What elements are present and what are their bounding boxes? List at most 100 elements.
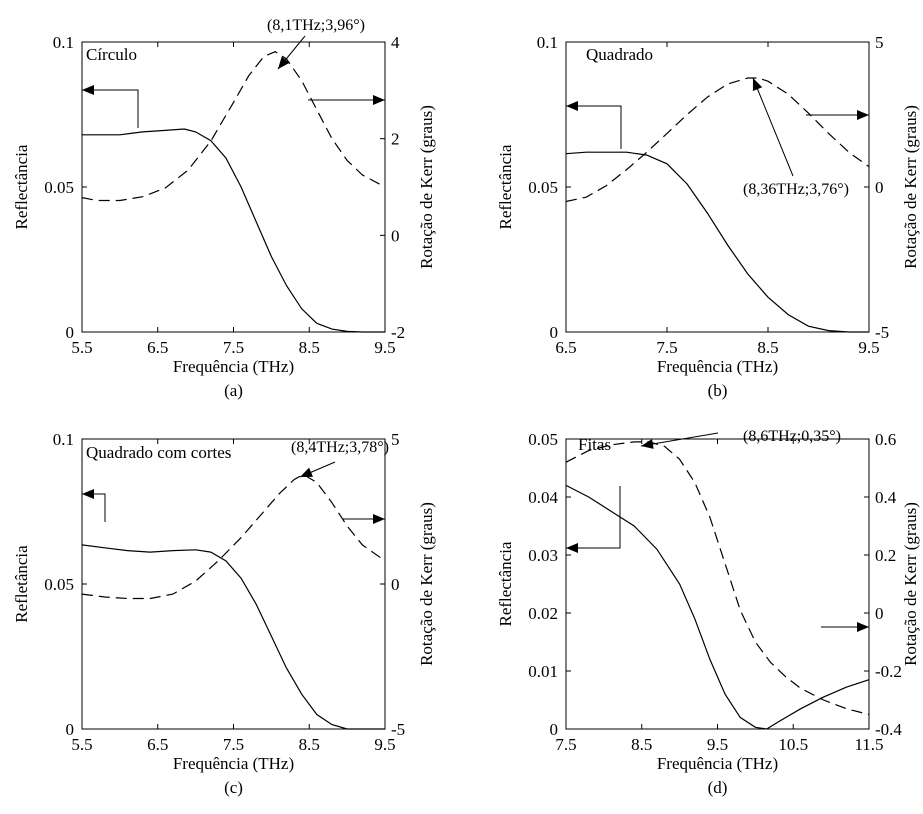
left-axis-arrowhead (566, 543, 578, 553)
plot-title: Quadrado (586, 45, 653, 64)
x-tick-label: 9.5 (858, 338, 879, 357)
y-right-tick-label: 5 (875, 33, 884, 52)
peak-annotation: (8,6THz;0,35°) (743, 428, 841, 445)
x-tick-label: 9.5 (707, 735, 728, 754)
x-tick-label: 6.5 (147, 338, 168, 357)
chart-panel-a: 5.5 6.5 7.5 8.5 9.5 0 0.05 0.1 -2 0 2 4 Frequência (… (12, 17, 436, 400)
annotation-arrowhead (300, 467, 313, 477)
y-right-tick-label: 0.6 (875, 430, 896, 449)
y-tick-label: 0.1 (53, 430, 74, 449)
x-tick-label: 10.5 (778, 735, 808, 754)
x-tick-label: 5.5 (71, 338, 92, 357)
plot-frame (81, 41, 386, 333)
y-right-tick-label: 4 (391, 33, 400, 52)
left-axis-arrowhead (82, 85, 94, 95)
plot-title: Quadrado com cortes (86, 443, 231, 462)
y-axis-label: Reflectância (12, 144, 31, 229)
reflectance-line (565, 151, 869, 333)
y-right-tick-label: 0 (391, 226, 400, 245)
plot-title: Círculo (86, 45, 137, 64)
right-axis-arrowhead (857, 622, 869, 632)
x-axis-label: Frequência (THz) (173, 754, 294, 773)
x-tick-label: 11.5 (854, 735, 883, 754)
left-axis-arrow (566, 486, 621, 549)
y-right-tick-label: -0.2 (875, 662, 902, 681)
x-axis-label: Frequência (THz) (657, 754, 778, 773)
x-tick-label: 7.5 (656, 338, 677, 357)
left-axis-arrowhead (82, 489, 94, 499)
right-axis-arrowhead (373, 514, 385, 524)
plot-frame (81, 438, 386, 730)
y-right-tick-label: 0 (875, 178, 884, 197)
y-tick-label: 0.01 (528, 662, 558, 681)
y-tick-label: 0 (66, 323, 75, 342)
y-right-tick-label: 0.2 (875, 546, 896, 565)
y-tick-label: 0.02 (528, 604, 558, 623)
annotation-arrowhead (752, 78, 763, 91)
annotation-arrowhead (641, 439, 654, 449)
y-right-axis-label: Rotação de Kerr (graus) (417, 105, 436, 269)
y-axis-label: Refletância (12, 545, 31, 623)
reflectance-line (81, 544, 385, 730)
left-axis-arrow (82, 89, 139, 128)
x-tick-label: 8.5 (631, 735, 652, 754)
y-axis-label: Reflectância (496, 541, 515, 626)
y-tick-label: 0 (550, 323, 559, 342)
x-tick-label: 7.5 (223, 338, 244, 357)
y-tick-label: 0 (550, 720, 559, 739)
y-tick-label: 0.05 (44, 178, 74, 197)
left-axis-arrowhead (566, 101, 578, 111)
y-right-tick-label: 0 (875, 604, 884, 623)
x-tick-label: 7.5 (223, 735, 244, 754)
reflectance-line (82, 128, 385, 333)
x-tick-label: 8.5 (299, 338, 320, 357)
peak-annotation: (8,1THz;3,96°) (267, 17, 365, 34)
y-tick-label: 0.04 (528, 488, 558, 507)
kerr-rotation-line (81, 51, 386, 202)
y-right-axis-label: Rotação de Kerr (graus) (901, 502, 920, 666)
panel-label: (a) (224, 381, 243, 400)
kerr-rotation-line (565, 441, 870, 716)
x-tick-label: 9.5 (374, 338, 395, 357)
x-tick-label: 6.5 (555, 338, 576, 357)
y-tick-label: 0.1 (537, 33, 558, 52)
x-axis-label: Frequência (THz) (173, 357, 294, 376)
reflectance-line (565, 484, 870, 730)
y-tick-label: 0.05 (528, 178, 558, 197)
y-right-tick-label: 0.4 (875, 488, 897, 507)
right-axis-arrowhead (857, 110, 869, 120)
panel-label: (d) (708, 778, 728, 797)
peak-annotation: (8,4THz;3,78°) (291, 439, 389, 456)
y-right-tick-label: -5 (875, 323, 889, 342)
panel-label: (c) (224, 778, 243, 797)
x-axis-label: Frequência (THz) (657, 357, 778, 376)
annotation-pointer (640, 432, 719, 447)
y-right-tick-label: 5 (391, 430, 400, 449)
x-tick-label: 7.5 (555, 735, 576, 754)
y-right-tick-label: 2 (391, 130, 400, 149)
y-right-tick-label: -5 (391, 720, 405, 739)
x-tick-label: 5.5 (71, 735, 92, 754)
y-axis-label: Reflectância (496, 144, 515, 229)
x-tick-label: 8.5 (299, 735, 320, 754)
y-right-axis-label: Rotação de Kerr (graus) (901, 105, 920, 269)
annotation-arrowhead (278, 56, 290, 69)
y-right-axis-label: Rotação de Kerr (graus) (417, 502, 436, 666)
y-right-tick-label: -0.4 (875, 720, 902, 739)
panel-label: (b) (708, 381, 728, 400)
plot-title: Fitas (578, 435, 611, 454)
y-right-tick-label: 0 (391, 575, 400, 594)
right-axis-arrowhead (373, 95, 385, 105)
y-right-tick-label: -2 (391, 323, 405, 342)
kerr-rotation-line (565, 77, 870, 203)
x-tick-label: 8.5 (757, 338, 778, 357)
plot-frame (565, 438, 870, 730)
y-tick-label: 0.03 (528, 546, 558, 565)
y-tick-label: 0.05 (44, 575, 74, 594)
kerr-rotation-line (81, 473, 386, 600)
x-tick-label: 6.5 (147, 735, 168, 754)
left-axis-arrow (566, 105, 622, 149)
peak-annotation: (8,36THz;3,76°) (743, 181, 849, 198)
annotation-pointer (752, 77, 794, 177)
